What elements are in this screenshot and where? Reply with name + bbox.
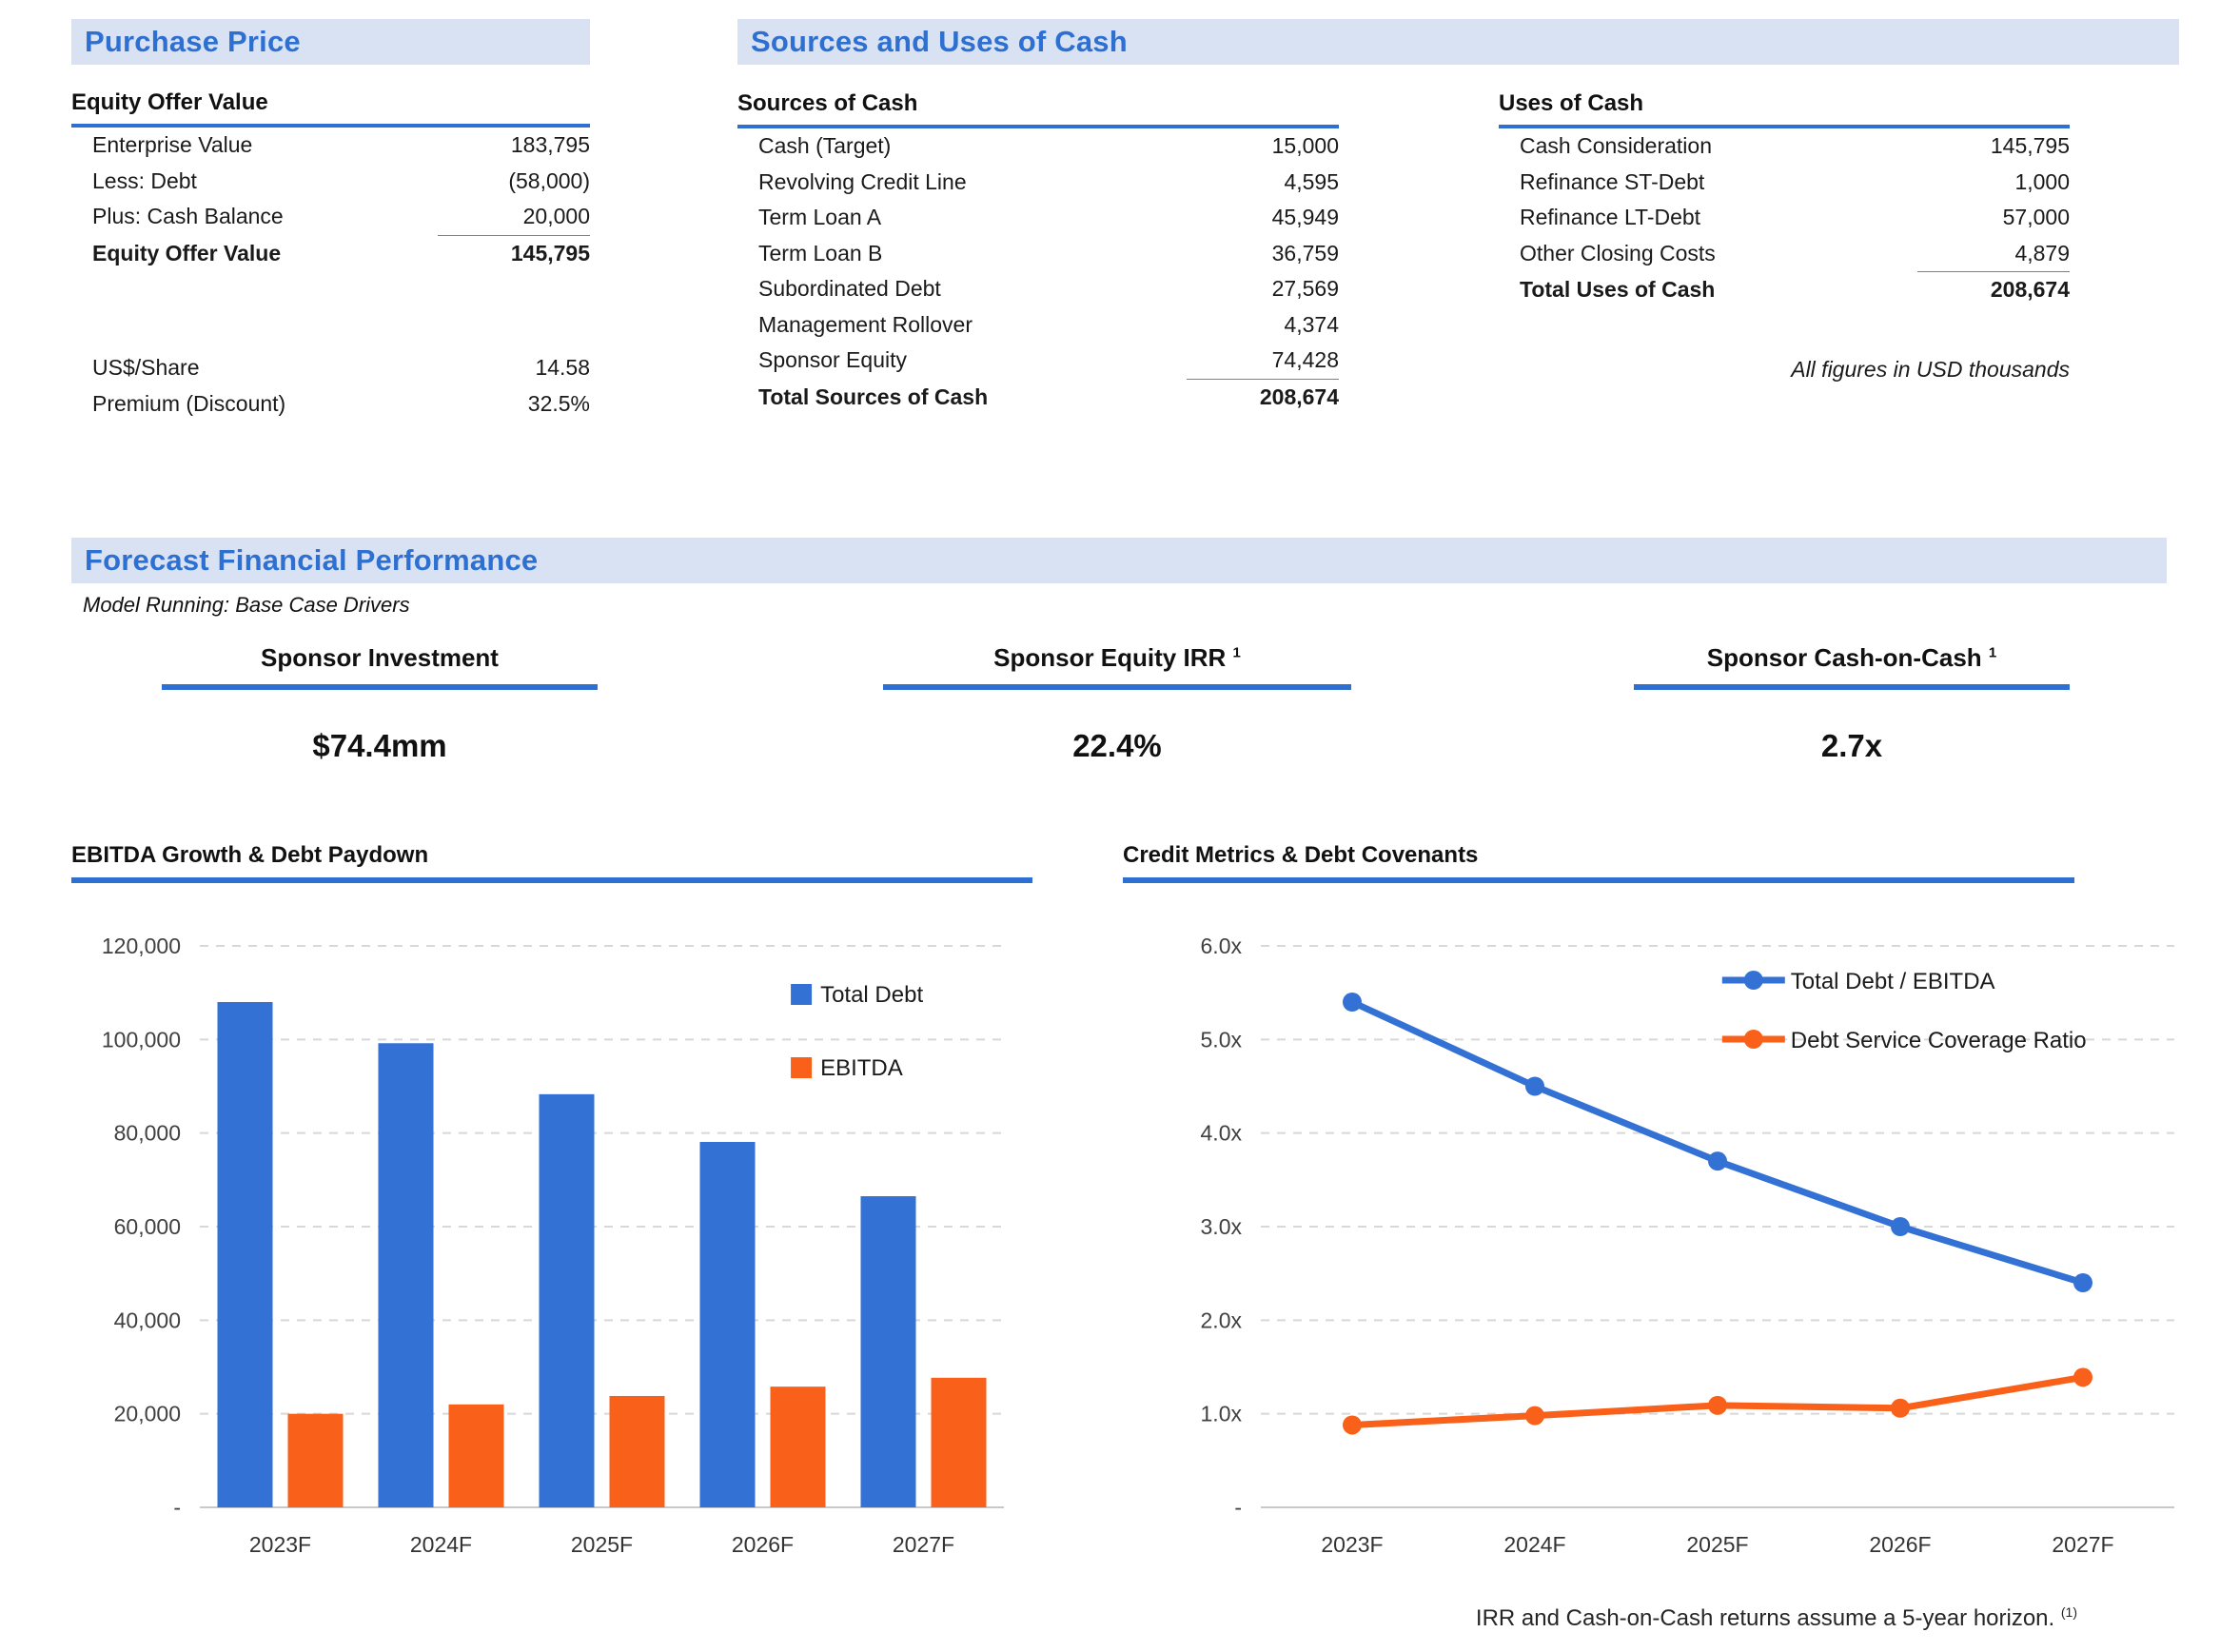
section-header-forecast: Forecast Financial Performance — [71, 538, 2167, 583]
table-row: US$/Share 14.58 — [92, 355, 590, 380]
kpi-value: 2.7x — [1820, 728, 1883, 763]
svg-text:20,000: 20,000 — [114, 1402, 181, 1426]
section-header-sources-uses: Sources and Uses of Cash — [737, 19, 2179, 65]
svg-text:Debt Service Coverage Ratio: Debt Service Coverage Ratio — [1791, 1028, 2087, 1053]
svg-text:2024F: 2024F — [1503, 1532, 1565, 1557]
ebitda-debt-chart-panel: EBITDA Growth & Debt Paydown - 20,000 40,0… — [71, 842, 1032, 1598]
footnote: IRR and Cash-on-Cash returns assume a 5-… — [1475, 1604, 2077, 1631]
table-row: Other Closing Costs 4,879 — [1520, 240, 2070, 266]
chart-title: EBITDA Growth & Debt Paydown — [71, 842, 429, 868]
sources-of-cash-table: Sources of Cash Cash (Target) 15,000 Rev… — [737, 90, 1339, 414]
kpi-underline — [162, 684, 598, 690]
svg-text:5.0x: 5.0x — [1201, 1027, 1243, 1052]
section-forecast-performance: Forecast Financial Performance Model Run… — [71, 538, 2167, 618]
svg-text:2025F: 2025F — [1686, 1532, 1748, 1557]
table-header: Sources of Cash — [737, 90, 1339, 128]
svg-text:2023F: 2023F — [249, 1532, 311, 1557]
svg-text:80,000: 80,000 — [114, 1121, 181, 1146]
table-row: Refinance LT-Debt 57,000 — [1520, 205, 2070, 229]
svg-text:120,000: 120,000 — [102, 934, 181, 958]
table-header: Uses of Cash — [1499, 90, 2070, 128]
table-row-total: Equity Offer Value 145,795 — [71, 234, 590, 271]
svg-text:6.0x: 6.0x — [1201, 934, 1243, 958]
svg-text:2027F: 2027F — [893, 1532, 954, 1557]
kpi-label: Sponsor Equity IRR 1 — [993, 643, 1241, 672]
chart-title: Credit Metrics & Debt Covenants — [1123, 842, 1479, 868]
svg-text:Total Debt: Total Debt — [820, 982, 923, 1008]
table-row: Less: Debt (58,000) — [92, 167, 590, 193]
svg-text:60,000: 60,000 — [114, 1214, 181, 1239]
svg-text:1.0x: 1.0x — [1201, 1402, 1243, 1426]
table-row: Cash Consideration 145,795 — [1520, 133, 2070, 158]
table-row-total: Total Uses of Cash 208,674 — [1499, 271, 2070, 307]
units-note: All figures in USD thousands — [1791, 356, 2070, 382]
svg-text:2026F: 2026F — [732, 1532, 794, 1557]
bar-chart: - 20,000 40,000 60,000 80,000 100,000 120,000 2… — [102, 934, 1004, 1557]
section-purchase-price: Purchase Price Equity Offer Value Enterp… — [71, 19, 590, 422]
equity-offer-value-table: Equity Offer Value Enterprise Value 183,… — [71, 89, 590, 270]
kpi-underline — [883, 684, 1351, 690]
share-metrics: US$/Share 14.58 Premium (Discount) 32.5% — [71, 350, 590, 422]
svg-text:-: - — [173, 1495, 181, 1520]
table-row: Plus: Cash Balance 20,000 — [92, 204, 590, 228]
svg-text:2023F: 2023F — [1321, 1532, 1383, 1557]
table-row: Sponsor Equity 74,428 — [758, 347, 1339, 372]
table-row: Refinance ST-Debt 1,000 — [1520, 168, 2070, 194]
uses-of-cash-table: Uses of Cash Cash Consideration 145,795 … — [1499, 90, 2070, 383]
table-row-total: Total Sources of Cash 208,674 — [737, 378, 1339, 415]
table-header: Equity Offer Value — [71, 89, 590, 128]
svg-text:40,000: 40,000 — [114, 1308, 181, 1332]
table-row: Cash (Target) 15,000 — [758, 133, 1339, 158]
svg-text:100,000: 100,000 — [102, 1027, 181, 1052]
table-row: Term Loan B 36,759 — [758, 240, 1339, 266]
svg-text:2.0x: 2.0x — [1201, 1308, 1243, 1332]
section-sources-uses: Sources and Uses of Cash Sources of Cash… — [737, 19, 2179, 409]
svg-text:Total Debt / EBITDA: Total Debt / EBITDA — [1791, 969, 1995, 994]
line-chart: - 1.0x 2.0x 3.0x 4.0x 5.0x 6.0x 2023F 2024F 2025F… — [1201, 934, 2174, 1557]
table-row: Term Loan A 45,949 — [758, 205, 1339, 229]
credit-metrics-chart-panel: Credit Metrics & Debt Covenants - 1.0x 2.0… — [1123, 842, 2217, 1598]
kpi-value: $74.4mm — [312, 728, 447, 763]
kpi-underline — [1634, 684, 2070, 690]
kpi-sponsor-cash-on-cash: Sponsor Cash-on-Cash 1 2.7x — [1634, 643, 2070, 764]
kpi-value: 22.4% — [1072, 728, 1162, 763]
table-row: Premium (Discount) 32.5% — [92, 390, 590, 416]
kpi-sponsor-equity-irr: Sponsor Equity IRR 1 22.4% — [883, 643, 1351, 764]
svg-text:-: - — [1234, 1495, 1242, 1520]
section-title: Purchase Price — [85, 25, 301, 58]
svg-text:2025F: 2025F — [571, 1532, 633, 1557]
svg-text:2027F: 2027F — [2052, 1532, 2113, 1557]
table-row: Revolving Credit Line 4,595 — [758, 168, 1339, 194]
section-title: Forecast Financial Performance — [85, 543, 539, 577]
svg-text:2024F: 2024F — [410, 1532, 472, 1557]
svg-text:2026F: 2026F — [1869, 1532, 1931, 1557]
table-row: Subordinated Debt 27,569 — [758, 276, 1339, 301]
svg-text:EBITDA: EBITDA — [820, 1055, 903, 1081]
kpi-label: Sponsor Investment — [261, 643, 499, 672]
svg-text:4.0x: 4.0x — [1201, 1121, 1243, 1146]
section-title: Sources and Uses of Cash — [751, 25, 1128, 58]
kpi-label: Sponsor Cash-on-Cash 1 — [1706, 643, 1997, 672]
chart-title-underline — [71, 877, 1032, 883]
kpi-sponsor-investment: Sponsor Investment $74.4mm — [162, 643, 598, 764]
table-row: Management Rollover 4,374 — [758, 311, 1339, 337]
section-header-purchase-price: Purchase Price — [71, 19, 590, 65]
svg-text:3.0x: 3.0x — [1201, 1214, 1243, 1239]
chart-title-underline — [1123, 877, 2074, 883]
table-row: Enterprise Value 183,795 — [92, 132, 590, 157]
model-running-subtitle: Model Running: Base Case Drivers — [83, 593, 410, 617]
